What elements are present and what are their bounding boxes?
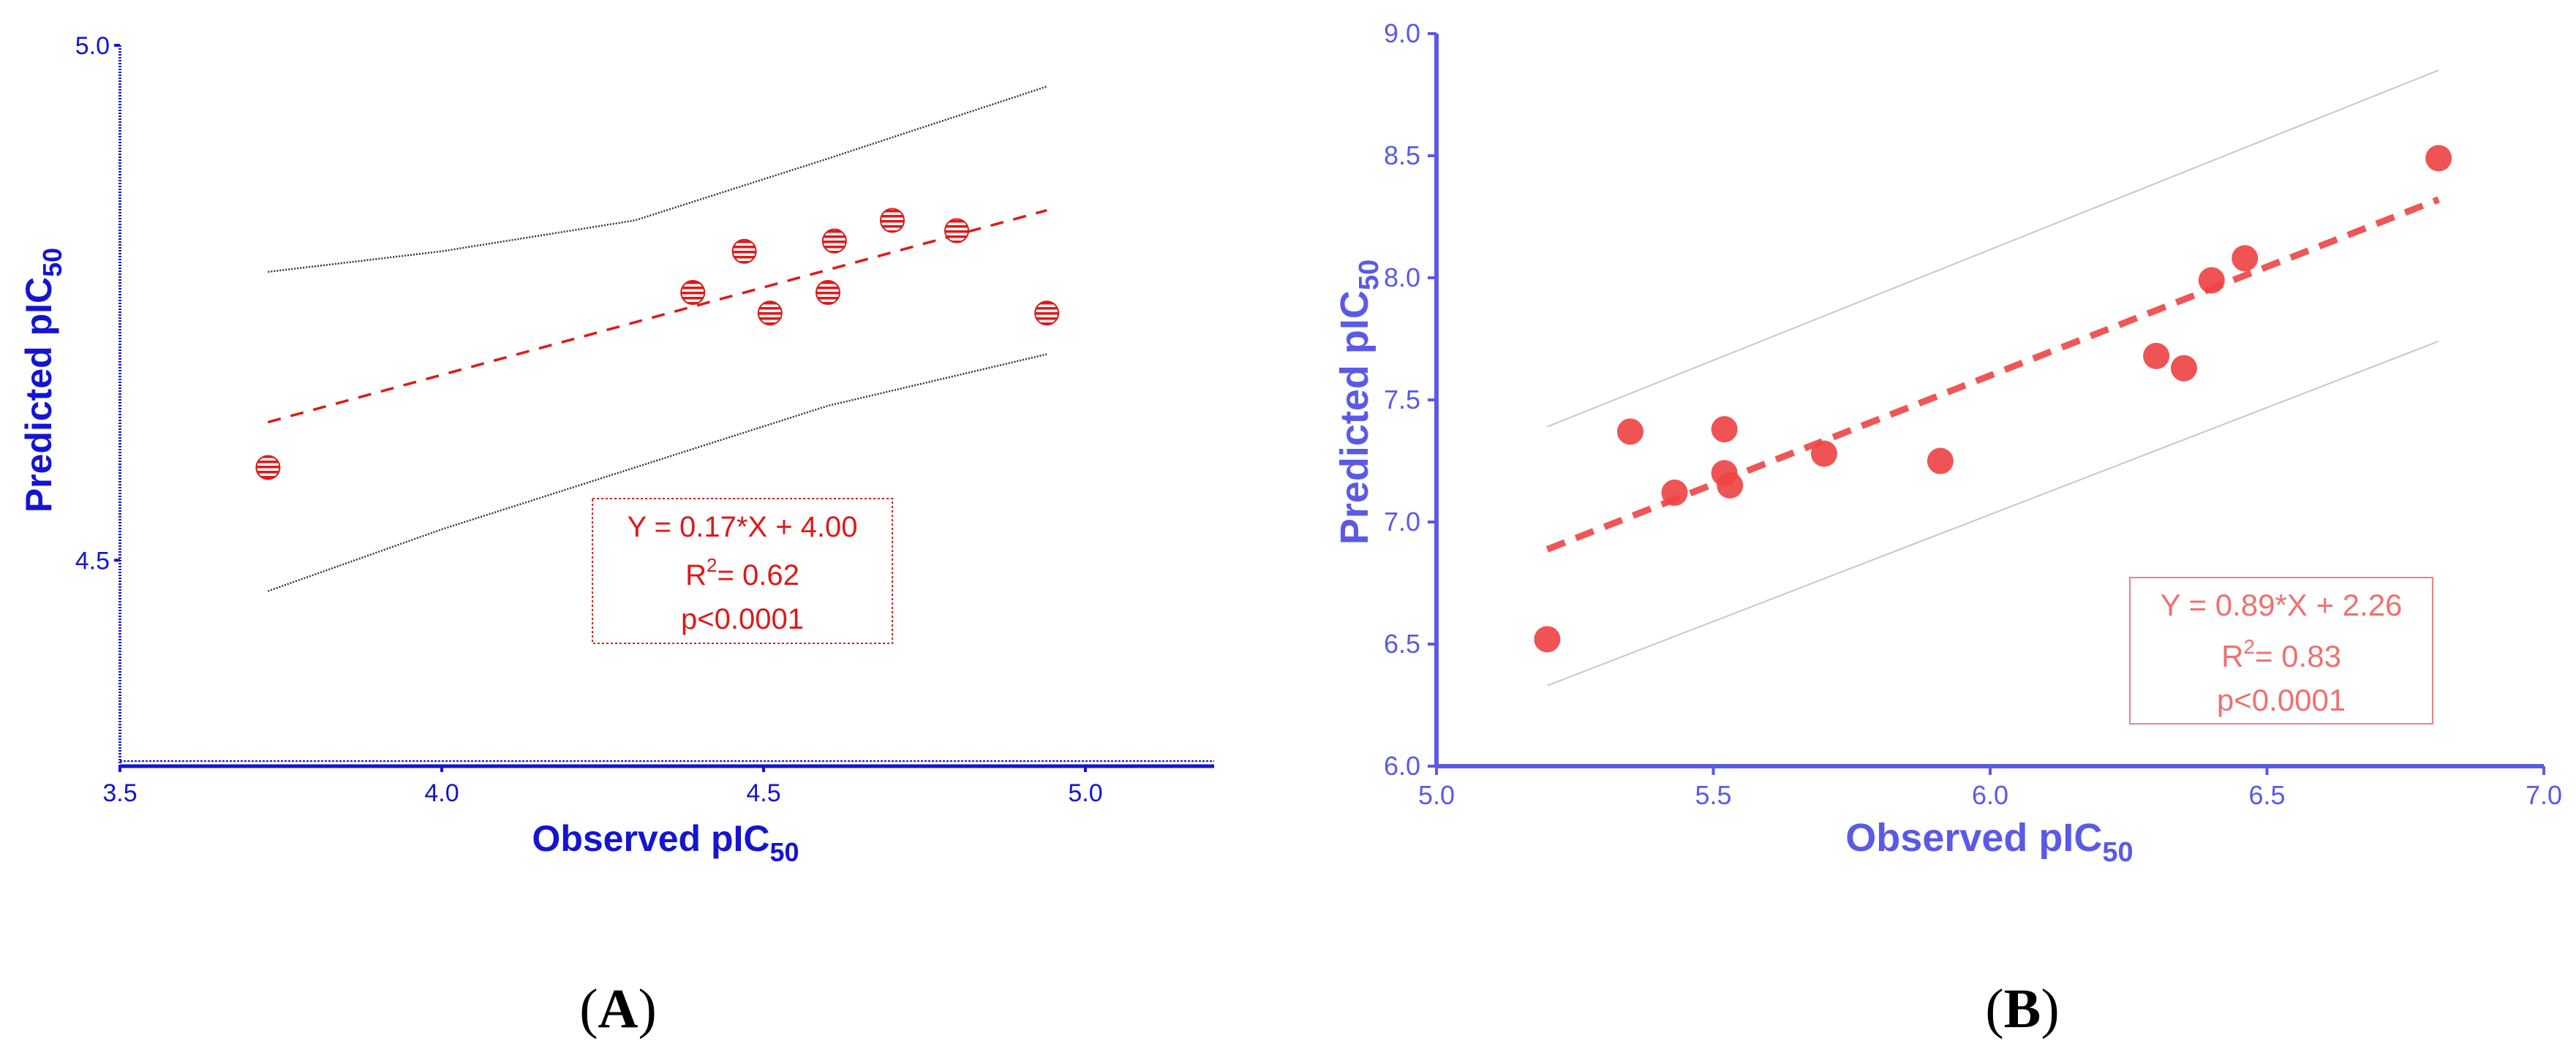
panel-b-x-tick-label: 7.0 <box>2526 780 2562 810</box>
panel-a-x-tick-label: 4.5 <box>746 779 780 807</box>
panel-a-x-tick-label: 4.0 <box>424 779 459 807</box>
panel-b-equation: Y = 0.89*X + 2.26 <box>2161 588 2403 622</box>
panel-a-y-axis-title: Predicted pIC50 <box>18 248 67 512</box>
panel-b-confidence-lower <box>1547 340 2439 686</box>
panel-b-data-point <box>1534 626 1561 653</box>
panel-a-data-point <box>816 280 840 306</box>
panel-b-y-tick-label: 6.5 <box>1384 629 1420 659</box>
panel-b-data-point <box>2143 342 2170 369</box>
panel-a-r-squared: R2= 0.62 <box>685 554 799 591</box>
panel-a-data-point <box>255 455 281 480</box>
panel-b-data-point <box>2232 245 2259 272</box>
panel-b-data-point <box>2425 145 2452 172</box>
panel-a-data-point <box>944 218 969 243</box>
panel-b-x-tick-label: 6.0 <box>1972 780 2008 810</box>
panel-a-confidence-band <box>267 86 1047 592</box>
panel-a-p-value: p<0.0001 <box>681 603 804 635</box>
panel-a-data-point <box>821 228 847 254</box>
panel-a-fit-line-group <box>267 208 1047 424</box>
panel-b-y-tick-label: 7.0 <box>1384 507 1420 537</box>
panel-b-y-axis-title: Predicted pIC50 <box>1333 260 1385 545</box>
chart-panel-a: 3.5 4.0 4.5 5.0 4.5 5.0 Observed pIC50 Predic… <box>18 32 1214 1040</box>
panel-a-data-point <box>1034 300 1060 326</box>
panel-b-data-point <box>1927 447 1954 474</box>
panel-b-data-point <box>1616 418 1643 445</box>
panel-b-x-tick-label: 6.5 <box>2248 780 2285 810</box>
panel-a-x-tick-label: 5.0 <box>1068 779 1102 807</box>
panel-b-annotation-box <box>2129 577 2433 725</box>
panel-b-y-tick-label: 9.0 <box>1384 18 1420 48</box>
panel-a-y-tick-label: 5.0 <box>75 32 110 60</box>
panel-b-fit-line <box>1545 196 2440 553</box>
panel-b-label: (B) <box>1985 978 2059 1040</box>
panel-b-data-point <box>2170 355 2197 382</box>
panel-b-ticks: 5.0 5.5 6.0 6.5 7.0 6.0 6.5 7.0 7.5 8.0 8.5 9.0 <box>1384 18 2562 810</box>
chart-panel-b: 5.0 5.5 6.0 6.5 7.0 6.0 6.5 7.0 7.5 8.0 8.5 9.0 Obs… <box>1333 18 2562 1040</box>
panel-a-y-tick-label: 4.5 <box>75 547 110 575</box>
panel-a-ticks: 3.5 4.0 4.5 5.0 4.5 5.0 <box>75 32 1103 807</box>
panel-a-data-point <box>680 280 706 306</box>
panel-a-confidence-lower <box>267 353 1047 592</box>
panel-b-confidence-band <box>1547 69 2439 686</box>
panel-b-regression-annotation: Y = 0.89*X + 2.26 R2= 0.83 p<0.0001 <box>2129 577 2433 725</box>
panel-b-confidence-upper <box>1547 69 2439 428</box>
panel-b-points <box>1534 145 2452 653</box>
panel-a-label: (A) <box>579 978 657 1040</box>
panel-b-y-tick-label: 7.5 <box>1384 385 1420 415</box>
panel-a-confidence-upper <box>268 86 1047 273</box>
panel-a-data-point <box>757 300 783 326</box>
panel-a-x-tick-label: 3.5 <box>102 779 137 807</box>
panel-b-y-tick-label: 6.0 <box>1384 751 1420 781</box>
panel-b-y-tick-label: 8.5 <box>1384 140 1420 170</box>
panel-a-data-point <box>731 238 757 264</box>
panel-b-y-tick-label: 8.0 <box>1384 262 1420 292</box>
panel-a-regression-annotation: Y = 0.17*X + 4.00 R2= 0.62 p<0.0001 <box>592 498 893 644</box>
panel-b-r-squared: R2= 0.83 <box>2221 635 2341 673</box>
panel-b-x-tick-label: 5.5 <box>1695 780 1731 810</box>
panel-b-data-point <box>2198 267 2225 294</box>
panel-b-data-point <box>1810 440 1837 467</box>
panel-a-annotation-box <box>592 498 893 644</box>
panel-a-data-point <box>880 208 905 233</box>
panel-b-data-point <box>1661 479 1688 506</box>
panel-b-fit-line-group <box>1545 196 2440 553</box>
panel-a-fit-line <box>267 208 1047 424</box>
panel-a-equation: Y = 0.17*X + 4.00 <box>627 511 857 543</box>
panel-a-x-axis-title: Observed pIC50 <box>532 818 799 867</box>
panel-b-p-value: p<0.0001 <box>2217 683 2346 717</box>
panel-b-data-point <box>1717 472 1744 499</box>
panel-b-data-point <box>1711 416 1738 443</box>
panel-b-x-tick-label: 5.0 <box>1418 780 1455 810</box>
panel-a-points <box>255 208 1060 480</box>
panel-b-x-axis-title: Observed pIC50 <box>1845 816 2133 868</box>
